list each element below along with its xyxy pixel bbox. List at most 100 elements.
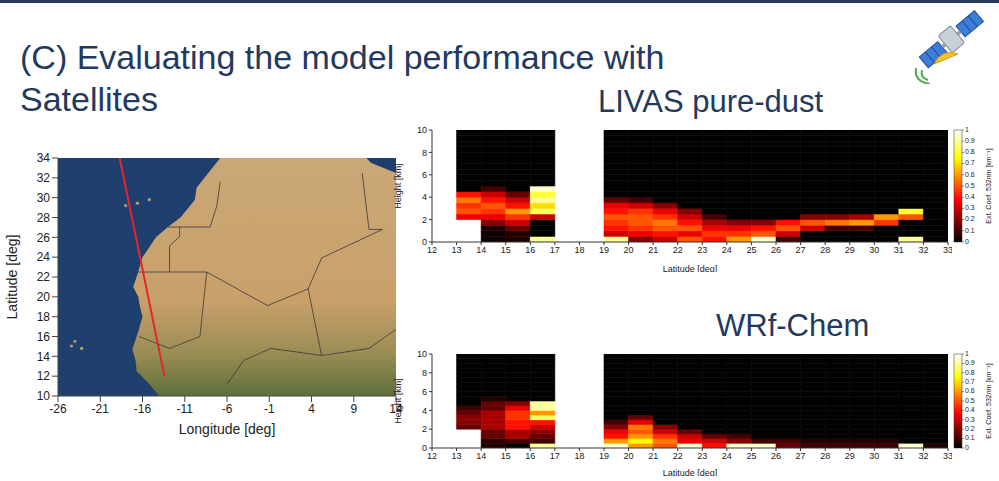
svg-text:0: 0	[965, 238, 969, 245]
svg-text:1: 1	[965, 350, 969, 357]
svg-text:Ext. Coef. 532nm [km⁻¹]: Ext. Coef. 532nm [km⁻¹]	[985, 363, 993, 438]
svg-text:4: 4	[422, 192, 427, 202]
svg-text:-11: -11	[177, 402, 194, 416]
svg-text:0.5: 0.5	[965, 182, 975, 189]
svg-text:27: 27	[796, 245, 806, 255]
svg-text:14: 14	[476, 245, 486, 255]
svg-text:24: 24	[722, 451, 732, 461]
svg-text:30: 30	[869, 245, 879, 255]
svg-text:0: 0	[965, 444, 969, 451]
svg-text:32: 32	[918, 245, 928, 255]
svg-text:30: 30	[869, 451, 879, 461]
svg-text:17: 17	[550, 451, 560, 461]
svg-text:20: 20	[624, 245, 634, 255]
svg-text:20: 20	[37, 290, 51, 304]
svg-text:18: 18	[574, 245, 584, 255]
svg-text:Longitude [deg]: Longitude [deg]	[179, 421, 276, 437]
svg-text:9: 9	[350, 402, 357, 416]
svg-text:Latitude [deg]: Latitude [deg]	[663, 468, 718, 476]
svg-text:21: 21	[648, 451, 658, 461]
svg-text:0.2: 0.2	[965, 425, 975, 432]
svg-text:6: 6	[422, 387, 427, 397]
svg-text:0.6: 0.6	[965, 387, 975, 394]
svg-text:18: 18	[574, 451, 584, 461]
svg-text:29: 29	[845, 245, 855, 255]
svg-text:0: 0	[422, 237, 427, 247]
svg-text:32: 32	[37, 171, 51, 185]
svg-text:10: 10	[417, 349, 427, 359]
svg-text:21: 21	[648, 245, 658, 255]
svg-text:10: 10	[37, 389, 51, 403]
svg-text:12: 12	[37, 369, 51, 383]
svg-text:24: 24	[37, 250, 51, 264]
svg-text:2: 2	[422, 215, 427, 225]
svg-text:31: 31	[894, 451, 904, 461]
svg-text:30: 30	[37, 191, 51, 205]
svg-text:-26: -26	[49, 402, 67, 416]
svg-text:28: 28	[37, 211, 51, 225]
svg-text:-1: -1	[264, 402, 275, 416]
svg-text:14: 14	[476, 451, 486, 461]
svg-text:26: 26	[37, 231, 51, 245]
svg-text:Latitude [deg]: Latitude [deg]	[4, 235, 20, 320]
svg-text:22: 22	[673, 451, 683, 461]
svg-text:16: 16	[525, 451, 535, 461]
svg-text:19: 19	[599, 451, 609, 461]
svg-text:-6: -6	[222, 402, 233, 416]
svg-text:0.3: 0.3	[965, 204, 975, 211]
svg-text:16: 16	[37, 330, 51, 344]
svg-text:23: 23	[697, 245, 707, 255]
svg-text:Ext. Coef. 532nm [km⁻¹]: Ext. Coef. 532nm [km⁻¹]	[985, 148, 993, 223]
svg-text:31: 31	[894, 245, 904, 255]
svg-text:0.1: 0.1	[965, 227, 975, 234]
svg-text:4: 4	[308, 402, 315, 416]
svg-text:4: 4	[422, 406, 427, 416]
svg-text:17: 17	[550, 245, 560, 255]
svg-text:1: 1	[965, 126, 969, 133]
svg-text:-21: -21	[92, 402, 110, 416]
svg-text:12: 12	[427, 451, 437, 461]
svg-text:29: 29	[845, 451, 855, 461]
svg-text:13: 13	[452, 245, 462, 255]
svg-text:26: 26	[771, 245, 781, 255]
svg-text:26: 26	[771, 451, 781, 461]
svg-text:Height [km]: Height [km]	[393, 378, 403, 424]
svg-text:8: 8	[422, 148, 427, 158]
svg-text:20: 20	[624, 451, 634, 461]
svg-text:32: 32	[918, 451, 928, 461]
svg-text:0.5: 0.5	[965, 397, 975, 404]
svg-text:25: 25	[746, 245, 756, 255]
svg-text:0.4: 0.4	[965, 193, 975, 200]
svg-text:28: 28	[820, 451, 830, 461]
svg-text:24: 24	[722, 245, 732, 255]
svg-text:0.7: 0.7	[965, 159, 975, 166]
svg-text:13: 13	[452, 451, 462, 461]
svg-text:0.2: 0.2	[965, 215, 975, 222]
svg-text:0.4: 0.4	[965, 406, 975, 413]
svg-text:23: 23	[697, 451, 707, 461]
svg-text:8: 8	[422, 368, 427, 378]
svg-text:27: 27	[796, 451, 806, 461]
svg-text:16: 16	[525, 245, 535, 255]
svg-text:33: 33	[943, 245, 952, 255]
svg-text:0.1: 0.1	[965, 434, 975, 441]
svg-text:18: 18	[37, 310, 51, 324]
svg-text:6: 6	[422, 170, 427, 180]
svg-text:0.9: 0.9	[965, 137, 975, 144]
svg-text:0.3: 0.3	[965, 416, 975, 423]
svg-text:12: 12	[427, 245, 437, 255]
svg-text:Latitude [deg]: Latitude [deg]	[663, 264, 718, 272]
svg-text:34: 34	[37, 151, 51, 165]
svg-text:33: 33	[943, 451, 952, 461]
svg-text:2: 2	[422, 424, 427, 434]
svg-text:25: 25	[746, 451, 756, 461]
svg-text:15: 15	[501, 451, 511, 461]
svg-text:0: 0	[422, 443, 427, 453]
svg-text:0.9: 0.9	[965, 359, 975, 366]
svg-text:10: 10	[417, 125, 427, 135]
svg-text:19: 19	[599, 245, 609, 255]
svg-text:0.8: 0.8	[965, 369, 975, 376]
svg-text:15: 15	[501, 245, 511, 255]
svg-text:Height [km]: Height [km]	[393, 163, 403, 209]
svg-text:28: 28	[820, 245, 830, 255]
